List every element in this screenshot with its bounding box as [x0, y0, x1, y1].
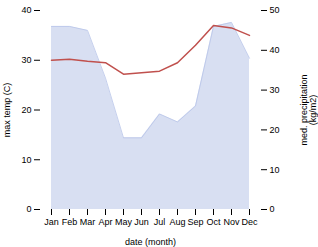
svg-text:Feb: Feb	[62, 217, 78, 227]
svg-text:Oct: Oct	[206, 217, 221, 227]
svg-text:10: 10	[270, 165, 280, 175]
svg-text:med. precipitation(kg/m2): med. precipitation(kg/m2)	[299, 74, 318, 145]
svg-text:40: 40	[21, 5, 31, 15]
svg-text:Jan: Jan	[44, 217, 59, 227]
svg-text:50: 50	[270, 5, 280, 15]
svg-text:Jun: Jun	[134, 217, 149, 227]
svg-text:20: 20	[270, 125, 280, 135]
svg-text:Sep: Sep	[187, 217, 203, 227]
svg-text:Dec: Dec	[241, 217, 258, 227]
svg-text:Aug: Aug	[169, 217, 185, 227]
svg-text:20: 20	[21, 105, 31, 115]
svg-text:0: 0	[270, 204, 275, 214]
svg-text:max temp (C): max temp (C)	[2, 83, 12, 138]
svg-text:Jul: Jul	[154, 217, 166, 227]
svg-text:Mar: Mar	[80, 217, 96, 227]
svg-text:date (month): date (month)	[125, 237, 176, 247]
svg-text:30: 30	[270, 85, 280, 95]
svg-text:10: 10	[21, 155, 31, 165]
svg-text:0: 0	[26, 204, 31, 214]
svg-text:Apr: Apr	[98, 217, 112, 227]
svg-text:Nov: Nov	[223, 217, 240, 227]
svg-text:40: 40	[270, 45, 280, 55]
svg-text:30: 30	[21, 55, 31, 65]
svg-text:May: May	[115, 217, 133, 227]
